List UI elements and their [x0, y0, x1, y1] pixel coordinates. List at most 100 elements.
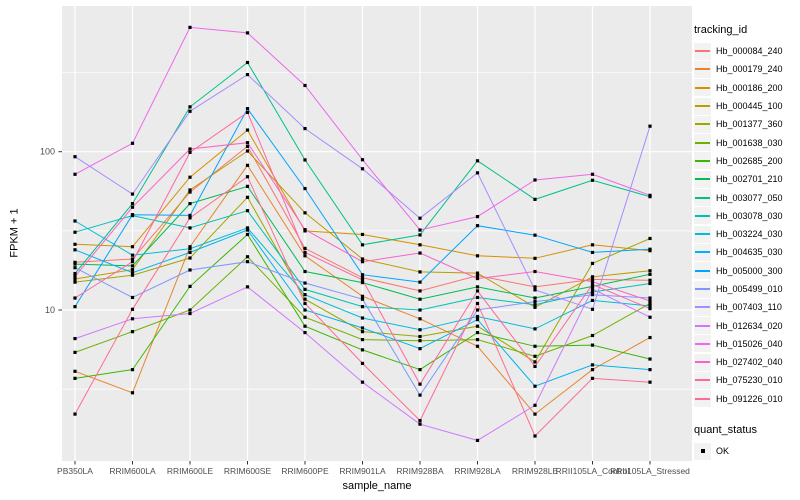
data-point [360, 361, 365, 365]
data-point [73, 277, 77, 281]
data-point [303, 297, 307, 301]
data-point [590, 243, 595, 247]
data-point [73, 296, 77, 300]
data-point [188, 109, 192, 113]
data-point [303, 250, 307, 255]
data-point [475, 295, 480, 300]
data-point [648, 272, 652, 276]
data-point [73, 305, 77, 309]
data-point [188, 226, 192, 230]
legend-item-Hb_001638_030: Hb_001638_030 [694, 133, 798, 152]
x-tick-label: PB350LA [57, 466, 93, 476]
legend-key-box [694, 243, 711, 261]
data-point [418, 328, 422, 332]
data-point [648, 236, 652, 241]
legend-item-label: Hb_000084_240 [716, 46, 783, 57]
data-point [360, 326, 365, 330]
data-point [533, 178, 537, 182]
legend-item-Hb_027402_040: Hb_027402_040 [694, 353, 798, 371]
data-point [73, 172, 77, 176]
data-point [590, 298, 595, 302]
data-point [130, 253, 135, 257]
data-point [303, 83, 307, 88]
data-point [188, 284, 192, 288]
data-point [245, 260, 250, 264]
data-point [130, 264, 135, 268]
legend-item-Hb_003224_030: Hb_003224_030 [694, 225, 798, 243]
data-point [648, 335, 652, 340]
legend-title-tracking-id: tracking_id [694, 24, 748, 36]
data-point [418, 251, 422, 255]
data-point [648, 281, 652, 286]
legend-key-box [694, 371, 711, 389]
data-point [533, 303, 537, 307]
data-point [188, 105, 192, 109]
legend-line-swatch [695, 50, 710, 53]
data-point [360, 338, 365, 342]
data-point [418, 422, 422, 426]
data-point [475, 338, 480, 342]
data-point [130, 213, 135, 217]
legend-line-swatch [695, 196, 710, 199]
data-point [418, 297, 422, 301]
data-point [303, 186, 307, 191]
data-point [648, 304, 652, 308]
data-point [130, 245, 135, 249]
data-point [188, 147, 192, 151]
legend-item-Hb_000186_200: Hb_000186_200 [694, 79, 798, 97]
data-point [475, 344, 480, 348]
data-point [418, 368, 422, 372]
data-point [303, 254, 307, 258]
y-tick-label: 100 [40, 147, 55, 157]
data-point [475, 285, 480, 289]
legend-line-swatch [695, 324, 710, 327]
data-point [303, 330, 307, 335]
data-point [418, 216, 422, 220]
data-point [648, 368, 652, 372]
data-point [590, 307, 595, 311]
data-point [533, 344, 537, 348]
data-point [475, 317, 480, 322]
legend-line-swatch [695, 288, 710, 290]
legend-item-ok: OK [694, 442, 798, 460]
data-point [303, 308, 307, 312]
data-point [648, 193, 652, 197]
data-point [130, 202, 135, 206]
y-axis-title: FPKM + 1 [2, 120, 28, 346]
legend-title-quant-status: quant_status [694, 423, 757, 436]
legend-line-swatch [695, 86, 710, 89]
data-point [188, 216, 192, 220]
legend-line-swatch [695, 306, 710, 309]
data-point [533, 299, 537, 304]
data-point [188, 247, 192, 251]
legend-item-Hb_005000_300: Hb_005000_300 [694, 262, 798, 280]
legend-item-label: Hb_000445_100 [716, 101, 783, 112]
data-point [73, 336, 77, 341]
data-point [130, 295, 135, 300]
legend-item-label: Hb_000179_240 [716, 64, 783, 75]
data-point [130, 330, 135, 334]
legend-key-box [694, 207, 711, 225]
data-point [533, 403, 537, 407]
data-point [245, 163, 250, 167]
data-point [245, 195, 250, 199]
data-point [245, 110, 250, 115]
panel-background [62, 6, 692, 461]
data-point [245, 149, 250, 153]
data-point [418, 289, 422, 293]
data-point [303, 126, 307, 131]
legend-item-Hb_075230_010: Hb_075230_010 [694, 371, 798, 389]
data-point [475, 159, 480, 163]
legend-item-Hb_004635_030: Hb_004635_030 [694, 243, 798, 261]
data-point [418, 393, 422, 397]
data-point [590, 178, 595, 182]
data-point [188, 25, 192, 29]
data-point [648, 278, 652, 282]
x-axis-title: sample_name [342, 480, 411, 492]
x-tick-label: RRII105LA_Control [556, 466, 630, 476]
data-point [245, 255, 250, 259]
data-point [360, 273, 365, 277]
data-point [590, 250, 595, 255]
legend-key-box [694, 152, 711, 170]
legend-line-swatch [695, 105, 710, 108]
